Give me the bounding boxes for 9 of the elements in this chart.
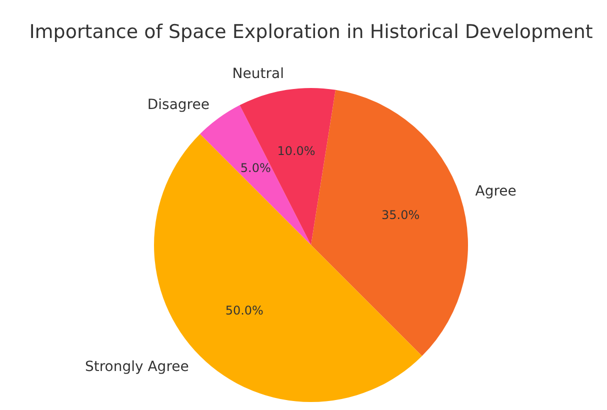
data-label: 10.0% <box>277 144 316 158</box>
slice-label: Neutral <box>232 66 284 82</box>
chart-title: Importance of Space Exploration in Historical Development <box>29 20 593 43</box>
data-label: 35.0% <box>382 208 420 222</box>
data-label: 5.0% <box>240 160 271 175</box>
slice-label: Disagree <box>147 96 210 113</box>
slice-label: Strongly Agree <box>84 358 189 375</box>
slice-label: Agree <box>475 183 516 200</box>
data-label: 50.0% <box>225 304 264 318</box>
